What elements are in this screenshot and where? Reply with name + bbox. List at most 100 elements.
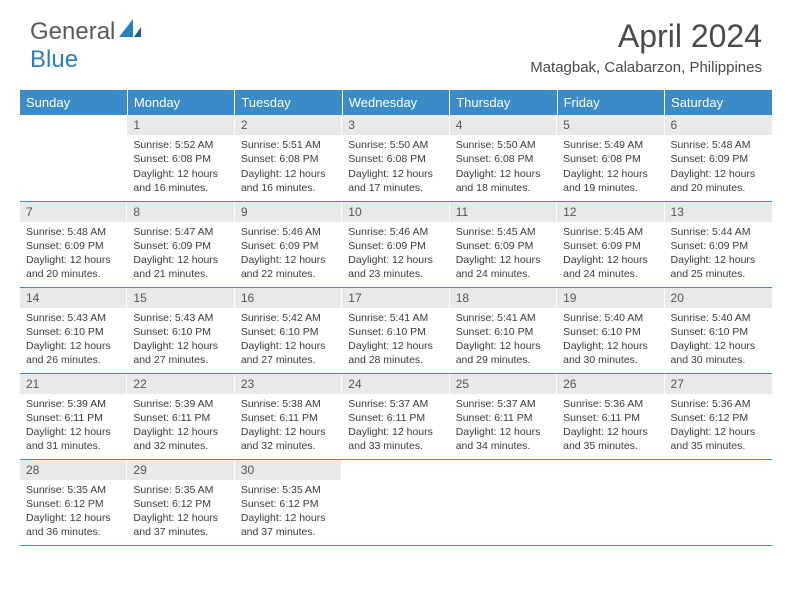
sunrise-text: Sunrise: 5:41 AM	[348, 311, 443, 325]
calendar-day-cell: 1Sunrise: 5:52 AMSunset: 6:08 PMDaylight…	[127, 115, 234, 201]
day-number	[450, 460, 557, 480]
daylight-text: Daylight: 12 hours and 36 minutes.	[26, 511, 121, 539]
calendar-day-cell: 9Sunrise: 5:46 AMSunset: 6:09 PMDaylight…	[235, 201, 342, 287]
sunset-text: Sunset: 6:08 PM	[563, 152, 658, 166]
sunset-text: Sunset: 6:12 PM	[133, 497, 228, 511]
day-number: 22	[127, 374, 234, 394]
calendar-body: 1Sunrise: 5:52 AMSunset: 6:08 PMDaylight…	[20, 115, 772, 545]
daylight-text: Daylight: 12 hours and 20 minutes.	[671, 167, 766, 195]
sunrise-text: Sunrise: 5:51 AM	[241, 138, 336, 152]
sunrise-text: Sunrise: 5:45 AM	[456, 225, 551, 239]
title-block: April 2024 Matagbak, Calabarzon, Philipp…	[530, 18, 762, 76]
calendar-day-cell: 21Sunrise: 5:39 AMSunset: 6:11 PMDayligh…	[20, 373, 127, 459]
day-number: 11	[450, 202, 557, 222]
calendar-day-cell: 8Sunrise: 5:47 AMSunset: 6:09 PMDaylight…	[127, 201, 234, 287]
day-details: Sunrise: 5:46 AMSunset: 6:09 PMDaylight:…	[342, 222, 449, 286]
calendar-day-cell: 10Sunrise: 5:46 AMSunset: 6:09 PMDayligh…	[342, 201, 449, 287]
calendar-week-row: 14Sunrise: 5:43 AMSunset: 6:10 PMDayligh…	[20, 287, 772, 373]
calendar-day-cell: 23Sunrise: 5:38 AMSunset: 6:11 PMDayligh…	[235, 373, 342, 459]
sunset-text: Sunset: 6:10 PM	[26, 325, 121, 339]
sunrise-text: Sunrise: 5:46 AM	[241, 225, 336, 239]
calendar-day-cell: 13Sunrise: 5:44 AMSunset: 6:09 PMDayligh…	[665, 201, 772, 287]
calendar-day-cell: 17Sunrise: 5:41 AMSunset: 6:10 PMDayligh…	[342, 287, 449, 373]
day-number: 17	[342, 288, 449, 308]
daylight-text: Daylight: 12 hours and 31 minutes.	[26, 425, 121, 453]
sunrise-text: Sunrise: 5:52 AM	[133, 138, 228, 152]
day-number: 15	[127, 288, 234, 308]
day-number: 28	[20, 460, 127, 480]
day-details: Sunrise: 5:37 AMSunset: 6:11 PMDaylight:…	[342, 394, 449, 458]
day-details: Sunrise: 5:45 AMSunset: 6:09 PMDaylight:…	[450, 222, 557, 286]
calendar-day-cell: 15Sunrise: 5:43 AMSunset: 6:10 PMDayligh…	[127, 287, 234, 373]
sunset-text: Sunset: 6:11 PM	[26, 411, 121, 425]
calendar-day-cell: 12Sunrise: 5:45 AMSunset: 6:09 PMDayligh…	[557, 201, 664, 287]
day-details: Sunrise: 5:44 AMSunset: 6:09 PMDaylight:…	[665, 222, 772, 286]
calendar-day-cell: 6Sunrise: 5:48 AMSunset: 6:09 PMDaylight…	[665, 115, 772, 201]
daylight-text: Daylight: 12 hours and 34 minutes.	[456, 425, 551, 453]
day-details: Sunrise: 5:46 AMSunset: 6:09 PMDaylight:…	[235, 222, 342, 286]
sunset-text: Sunset: 6:11 PM	[241, 411, 336, 425]
daylight-text: Daylight: 12 hours and 29 minutes.	[456, 339, 551, 367]
day-details: Sunrise: 5:52 AMSunset: 6:08 PMDaylight:…	[127, 135, 234, 199]
calendar-day-cell: 22Sunrise: 5:39 AMSunset: 6:11 PMDayligh…	[127, 373, 234, 459]
day-details: Sunrise: 5:45 AMSunset: 6:09 PMDaylight:…	[557, 222, 664, 286]
daylight-text: Daylight: 12 hours and 24 minutes.	[563, 253, 658, 281]
day-number: 2	[235, 115, 342, 135]
day-details: Sunrise: 5:43 AMSunset: 6:10 PMDaylight:…	[127, 308, 234, 372]
daylight-text: Daylight: 12 hours and 18 minutes.	[456, 167, 551, 195]
calendar-day-cell: 3Sunrise: 5:50 AMSunset: 6:08 PMDaylight…	[342, 115, 449, 201]
day-number: 4	[450, 115, 557, 135]
sunset-text: Sunset: 6:09 PM	[456, 239, 551, 253]
sail-icon	[119, 18, 141, 46]
sunrise-text: Sunrise: 5:35 AM	[133, 483, 228, 497]
calendar-day-cell: 11Sunrise: 5:45 AMSunset: 6:09 PMDayligh…	[450, 201, 557, 287]
location-text: Matagbak, Calabarzon, Philippines	[530, 59, 762, 76]
day-number: 25	[450, 374, 557, 394]
day-number: 16	[235, 288, 342, 308]
sunrise-text: Sunrise: 5:35 AM	[26, 483, 121, 497]
day-details: Sunrise: 5:36 AMSunset: 6:11 PMDaylight:…	[557, 394, 664, 458]
day-details: Sunrise: 5:37 AMSunset: 6:11 PMDaylight:…	[450, 394, 557, 458]
day-number: 1	[127, 115, 234, 135]
daylight-text: Daylight: 12 hours and 19 minutes.	[563, 167, 658, 195]
sunset-text: Sunset: 6:09 PM	[348, 239, 443, 253]
day-details: Sunrise: 5:48 AMSunset: 6:09 PMDaylight:…	[665, 135, 772, 199]
calendar-day-cell: 28Sunrise: 5:35 AMSunset: 6:12 PMDayligh…	[20, 459, 127, 545]
day-number	[20, 115, 127, 135]
sunrise-text: Sunrise: 5:46 AM	[348, 225, 443, 239]
daylight-text: Daylight: 12 hours and 22 minutes.	[241, 253, 336, 281]
daylight-text: Daylight: 12 hours and 27 minutes.	[133, 339, 228, 367]
sunrise-text: Sunrise: 5:36 AM	[671, 397, 766, 411]
sunset-text: Sunset: 6:10 PM	[133, 325, 228, 339]
calendar-day-cell: 2Sunrise: 5:51 AMSunset: 6:08 PMDaylight…	[235, 115, 342, 201]
day-details: Sunrise: 5:50 AMSunset: 6:08 PMDaylight:…	[450, 135, 557, 199]
day-number: 12	[557, 202, 664, 222]
sunrise-text: Sunrise: 5:50 AM	[456, 138, 551, 152]
daylight-text: Daylight: 12 hours and 37 minutes.	[133, 511, 228, 539]
daylight-text: Daylight: 12 hours and 24 minutes.	[456, 253, 551, 281]
page-header: General April 2024 Matagbak, Calabarzon,…	[0, 0, 792, 82]
sunrise-text: Sunrise: 5:41 AM	[456, 311, 551, 325]
sunset-text: Sunset: 6:10 PM	[456, 325, 551, 339]
calendar-day-cell: 16Sunrise: 5:42 AMSunset: 6:10 PMDayligh…	[235, 287, 342, 373]
sunrise-text: Sunrise: 5:37 AM	[348, 397, 443, 411]
sunset-text: Sunset: 6:12 PM	[241, 497, 336, 511]
calendar-day-cell: 29Sunrise: 5:35 AMSunset: 6:12 PMDayligh…	[127, 459, 234, 545]
day-number: 24	[342, 374, 449, 394]
day-number: 23	[235, 374, 342, 394]
daylight-text: Daylight: 12 hours and 25 minutes.	[671, 253, 766, 281]
daylight-text: Daylight: 12 hours and 35 minutes.	[563, 425, 658, 453]
sunrise-text: Sunrise: 5:45 AM	[563, 225, 658, 239]
day-details: Sunrise: 5:36 AMSunset: 6:12 PMDaylight:…	[665, 394, 772, 458]
calendar-day-cell: 25Sunrise: 5:37 AMSunset: 6:11 PMDayligh…	[450, 373, 557, 459]
sunrise-text: Sunrise: 5:39 AM	[133, 397, 228, 411]
sunrise-text: Sunrise: 5:49 AM	[563, 138, 658, 152]
sunset-text: Sunset: 6:12 PM	[671, 411, 766, 425]
sunset-text: Sunset: 6:10 PM	[671, 325, 766, 339]
day-details: Sunrise: 5:39 AMSunset: 6:11 PMDaylight:…	[127, 394, 234, 458]
calendar-day-cell: 19Sunrise: 5:40 AMSunset: 6:10 PMDayligh…	[557, 287, 664, 373]
calendar-day-cell: 26Sunrise: 5:36 AMSunset: 6:11 PMDayligh…	[557, 373, 664, 459]
day-details: Sunrise: 5:35 AMSunset: 6:12 PMDaylight:…	[127, 480, 234, 544]
day-number: 18	[450, 288, 557, 308]
sunrise-text: Sunrise: 5:42 AM	[241, 311, 336, 325]
